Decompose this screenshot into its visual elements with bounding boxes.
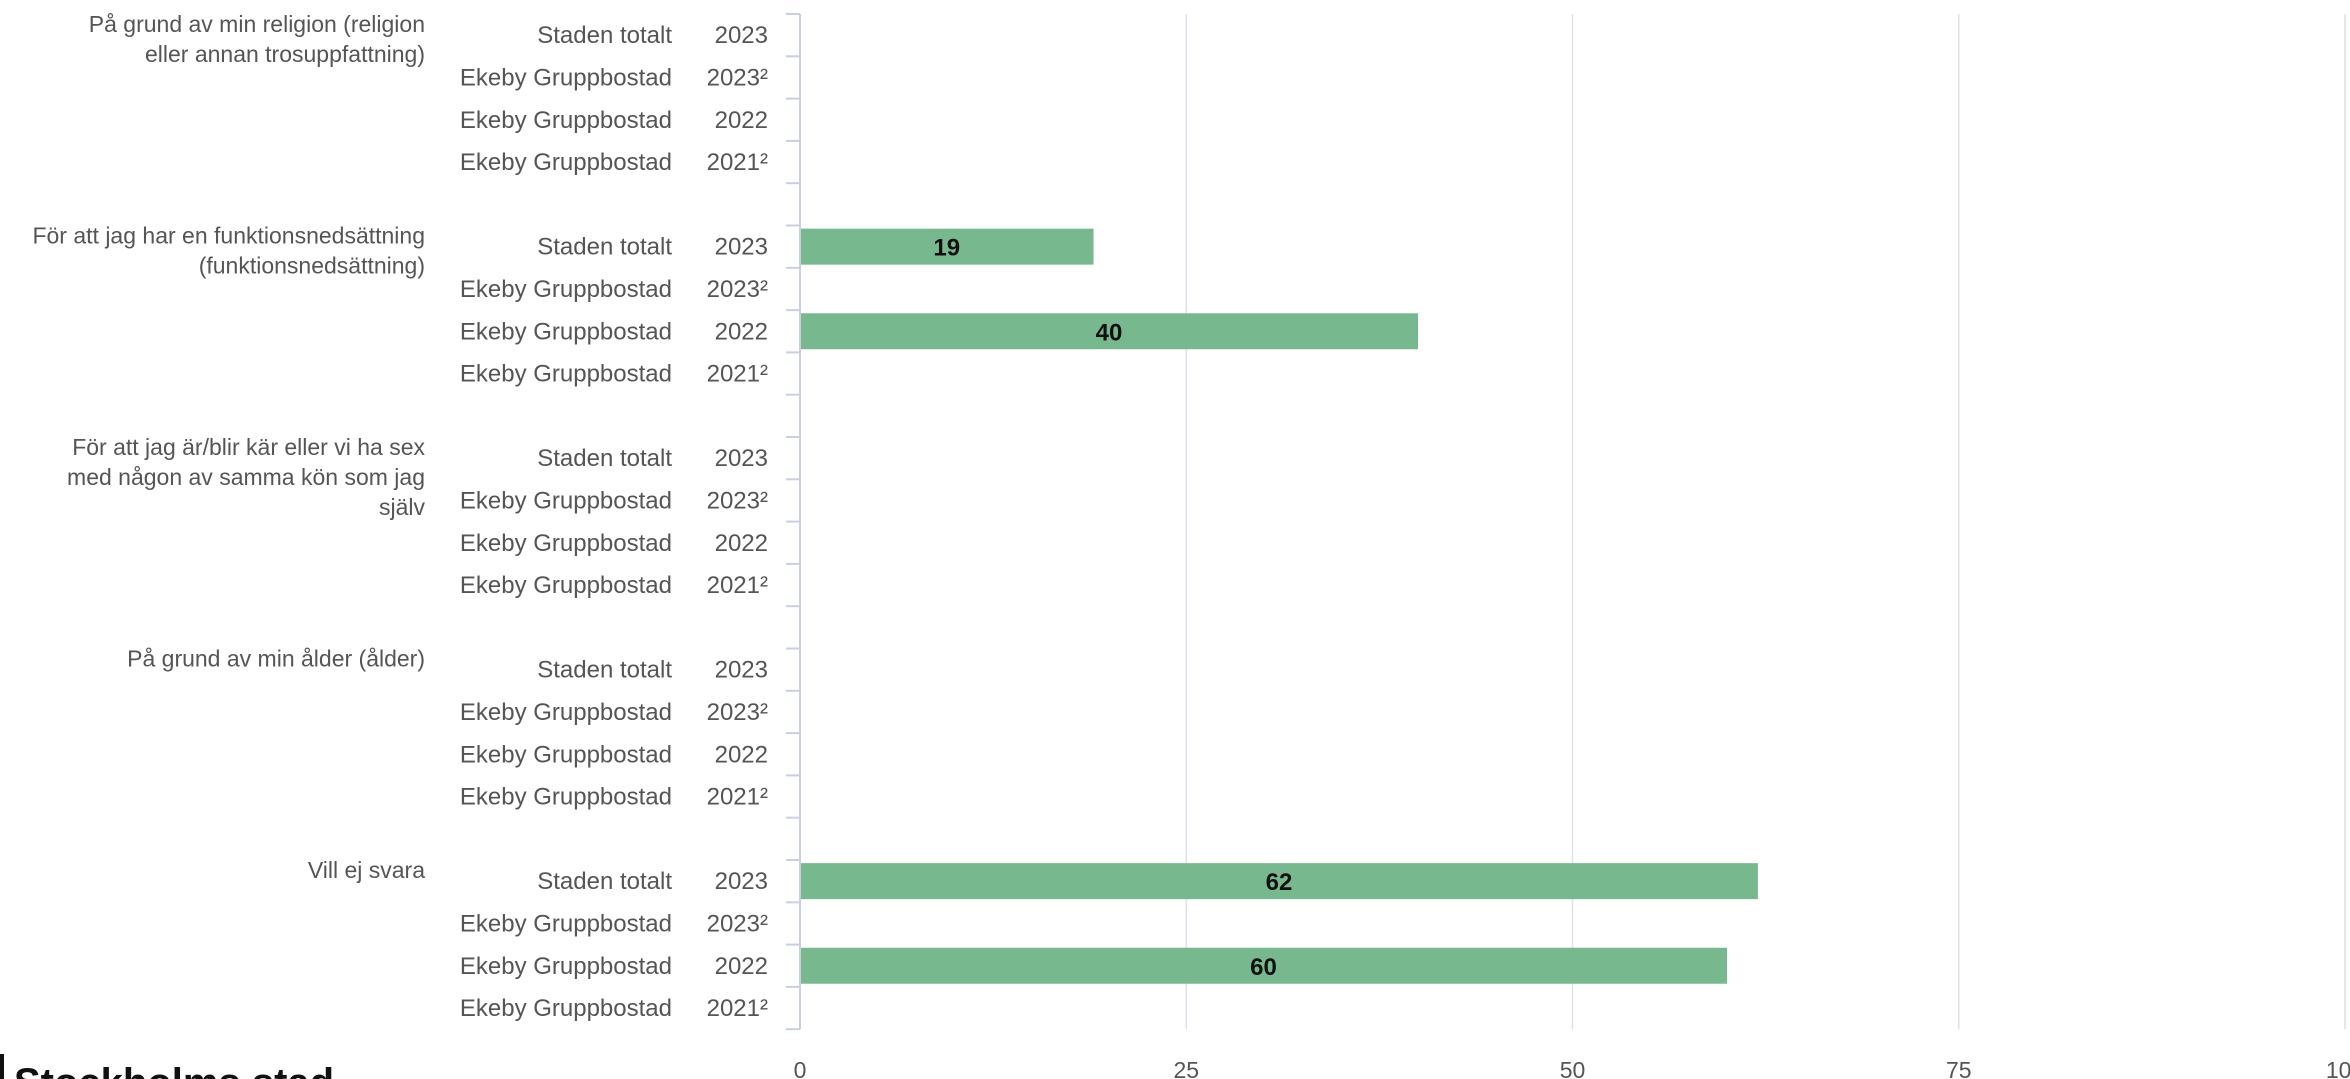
row-year-label: 2022 [715,107,768,134]
row-year-label: 2021² [707,361,768,388]
row-entity-label: Ekeby Gruppbostad [460,995,672,1022]
row-entity-label: Ekeby Gruppbostad [460,361,672,388]
group-label: På grund av min ålder (ålder) [127,646,425,672]
row-entity-label: Ekeby Gruppbostad [460,572,672,599]
logo: Stockholms stad [0,1054,334,1079]
row-entity-label: Staden totalt [537,657,672,684]
x-tick-label-0: 0 [794,1057,807,1079]
row-entity-label: Ekeby Gruppbostad [460,741,672,768]
group-label: själv [379,494,426,520]
bar [800,228,1094,265]
bar [800,313,1418,350]
group-label: (funktionsnedsättning) [199,253,425,279]
row-year-label: 2021² [707,995,768,1022]
row-year-label: 2023 [715,657,768,684]
row-year-label: 2023² [707,487,768,514]
group-label: eller annan trosuppfattning) [145,41,425,67]
row-year-label: 2023² [707,699,768,726]
category-labels: Staden totalt 2023 Ekeby Gruppbostad 2023² E… [32,11,768,1022]
row-year-label: 2021² [707,784,768,811]
row-entity-label: Ekeby Gruppbostad [460,487,672,514]
row-year-label: 2023² [707,910,768,937]
row-entity-label: Ekeby Gruppbostad [460,953,672,980]
row-year-label: 2021² [707,572,768,599]
bar-data-label: 19 [933,235,960,262]
row-year-label: 2022 [715,530,768,557]
x-tick-label-50: 50 [1560,1057,1586,1079]
grid-lines [1185,14,2346,1030]
row-year-label: 2023 [715,445,768,472]
row-year-label: 2023 [715,22,768,49]
row-entity-label: Ekeby Gruppbostad [460,149,672,176]
row-year-label: 2023² [707,276,768,303]
bar [800,863,1758,900]
category-axis [786,13,801,1031]
row-entity-label: Ekeby Gruppbostad [460,784,672,811]
group-label: För att jag har en funktionsnedsättning [32,223,425,249]
row-year-label: 2023 [715,234,768,261]
bar-data-label: 40 [1096,319,1123,346]
x-tick-label-75: 75 [1946,1057,1972,1079]
bar-data-label: 62 [1266,869,1293,896]
row-year-label: 2023² [707,64,768,91]
group-label: För att jag är/blir kär eller vi ha sex [72,434,425,460]
x-axis-ticks: 0 25 50 75 100 [794,1057,2350,1079]
row-entity-label: Ekeby Gruppbostad [460,318,672,345]
row-entity-label: Staden totalt [537,234,672,261]
bar [800,947,1727,984]
row-entity-label: Staden totalt [537,445,672,472]
row-entity-label: Ekeby Gruppbostad [460,107,672,134]
row-entity-label: Ekeby Gruppbostad [460,276,672,303]
row-year-label: 2022 [715,953,768,980]
row-entity-label: Ekeby Gruppbostad [460,699,672,726]
x-tick-label-100: 100 [2326,1057,2350,1079]
row-year-label: 2023 [715,868,768,895]
group-label: med någon av samma kön som jag [67,464,425,490]
row-entity-label: Staden totalt [537,868,672,895]
group-label: På grund av min religion (religion [89,11,425,37]
row-entity-label: Staden totalt [537,22,672,49]
row-year-label: 2021² [707,149,768,176]
row-entity-label: Ekeby Gruppbostad [460,64,672,91]
bars: 19 40 62 60 [800,228,1758,984]
row-year-label: 2022 [715,741,768,768]
bar-data-label: 60 [1250,954,1277,981]
logo-mark [0,1054,4,1079]
group-label: Vill ej svara [308,857,425,883]
logo-text: Stockholms stad [14,1061,334,1079]
row-entity-label: Ekeby Gruppbostad [460,530,672,557]
x-tick-label-25: 25 [1173,1057,1199,1079]
row-year-label: 2022 [715,318,768,345]
row-entity-label: Ekeby Gruppbostad [460,910,672,937]
